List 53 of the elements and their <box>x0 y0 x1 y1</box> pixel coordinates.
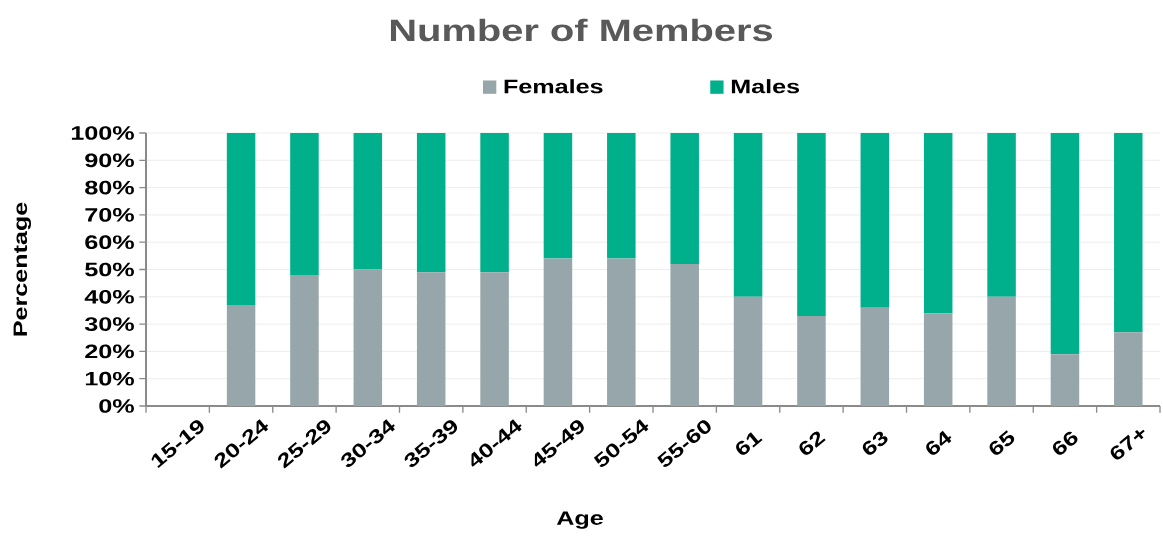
bar <box>733 133 763 297</box>
bar <box>797 133 826 316</box>
bar <box>480 272 509 406</box>
bar <box>860 307 890 406</box>
x-tick-label: 65 <box>989 430 1015 455</box>
y-tick-label: 70% <box>85 208 134 222</box>
bar <box>860 133 890 308</box>
bar <box>987 296 1016 406</box>
bar <box>543 133 573 259</box>
bar <box>226 133 256 305</box>
y-tick-label: 40% <box>84 289 134 304</box>
bar <box>290 133 319 275</box>
x-tick-label: 67+ <box>1110 429 1145 460</box>
y-axis-title: Percentage <box>13 202 31 336</box>
bar <box>607 133 636 259</box>
bar <box>987 133 1016 297</box>
x-tick-label: 64 <box>926 430 952 455</box>
bar <box>1114 133 1143 333</box>
bar <box>797 315 826 406</box>
chart-title: Number of Members <box>390 18 773 42</box>
bar <box>226 304 256 406</box>
y-tick-label: 60% <box>85 235 134 250</box>
x-axis-title: Age <box>556 511 603 529</box>
y-tick-label: 20% <box>85 344 134 359</box>
bar <box>923 313 953 406</box>
bar <box>1050 133 1080 355</box>
y-tick-label: 0% <box>99 399 134 413</box>
bar <box>416 272 446 406</box>
bar <box>290 274 319 406</box>
y-tick-label: 80% <box>85 180 134 195</box>
bar <box>416 133 446 273</box>
bar <box>670 133 699 265</box>
x-tick-label: 63 <box>862 431 888 455</box>
bar <box>733 296 763 406</box>
bar <box>1114 332 1143 406</box>
bar <box>607 258 636 406</box>
bar <box>353 133 383 270</box>
bar <box>1050 354 1080 406</box>
bar <box>480 133 509 273</box>
y-tick-label: 50% <box>85 262 134 277</box>
bar <box>670 264 699 406</box>
bar <box>923 133 953 314</box>
x-tick-label: 62 <box>799 431 826 455</box>
y-tick-label: 30% <box>84 317 134 331</box>
x-tick-label: 66 <box>1052 431 1078 455</box>
bar <box>353 269 383 406</box>
bar <box>543 258 573 406</box>
y-tick-label: 10% <box>85 371 134 386</box>
legend-label: Males <box>731 79 800 94</box>
y-tick-label: 90% <box>85 153 134 168</box>
legend-label: Females <box>504 79 603 94</box>
y-tick-label: 100% <box>71 126 134 140</box>
x-tick-label: 61 <box>736 432 763 455</box>
